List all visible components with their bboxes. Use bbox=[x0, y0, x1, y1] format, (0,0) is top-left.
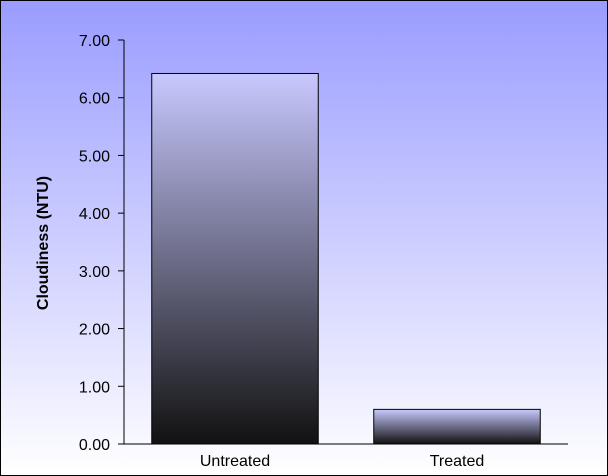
y-tick-label: 4.00 bbox=[79, 206, 110, 223]
y-tick-label: 7.00 bbox=[79, 33, 110, 50]
y-tick-label: 6.00 bbox=[79, 91, 110, 108]
x-tick-label: Untreated bbox=[200, 453, 270, 470]
y-axis-title: Cloudiness (NTU) bbox=[35, 176, 52, 310]
bar-treated bbox=[373, 408, 541, 445]
y-tick-label: 0.00 bbox=[79, 437, 110, 454]
bar-untreated bbox=[151, 72, 319, 445]
y-tick-label: 2.00 bbox=[79, 322, 110, 339]
bars-group bbox=[151, 72, 541, 445]
y-tick-label: 5.00 bbox=[79, 148, 110, 165]
y-tick-label: 1.00 bbox=[79, 379, 110, 396]
y-tick-label: 3.00 bbox=[79, 264, 110, 281]
y-axis: 0.00 1.00 2.00 3.00 4.00 5.00 6.00 7.00 bbox=[79, 33, 125, 454]
x-axis: Untreated Treated bbox=[124, 443, 568, 470]
x-tick-label: Treated bbox=[430, 453, 485, 470]
